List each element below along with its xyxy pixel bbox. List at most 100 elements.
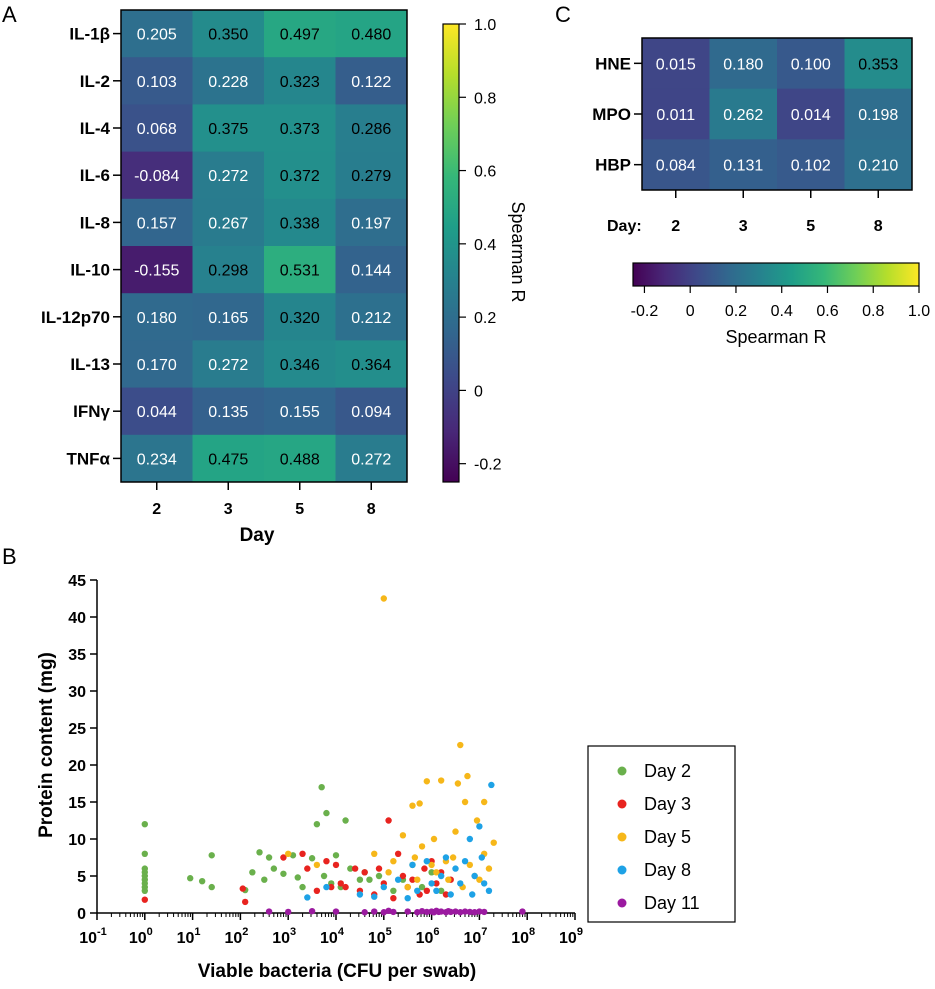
heatmap-c-cell xyxy=(642,139,710,191)
scatter-point-day-11 xyxy=(480,908,488,916)
heatmap-a-cell xyxy=(121,434,193,483)
heatmap-a-cell xyxy=(264,293,336,341)
scatter-point-day-8 xyxy=(423,858,431,865)
heatmap-a-cell-label: 0.272 xyxy=(351,451,391,468)
scatter-point-day-11 xyxy=(447,908,454,916)
scatter-y-tick-label: 15 xyxy=(68,795,86,812)
heatmap-a-cell-label: 0.298 xyxy=(208,263,248,280)
legend-marker-day-2 xyxy=(617,766,627,776)
scatter-point-day-5 xyxy=(423,778,431,785)
heatmap-a-cell-label: 0.197 xyxy=(351,215,391,232)
scatter-legend-box xyxy=(587,745,736,923)
scatter-point-day-5 xyxy=(428,861,435,869)
heatmap-a-cell-label: 0.094 xyxy=(351,404,391,421)
scatter-x-tick-label: 104 xyxy=(320,926,345,947)
heatmap-a-row-label: IL-4 xyxy=(80,119,111,138)
heatmap-a-cell-label: 0.320 xyxy=(280,310,320,327)
scatter-point-day-2 xyxy=(356,876,364,883)
scatter-point-day-5 xyxy=(461,798,469,806)
panel-label-a: A xyxy=(2,2,17,27)
scatter-point-day-2 xyxy=(249,869,256,876)
heatmap-a-cell xyxy=(121,387,193,436)
heatmap-a-cell-label: 0.373 xyxy=(280,121,320,138)
scatter-point-day-3 xyxy=(375,865,383,872)
scatter-point-day-8 xyxy=(304,894,311,901)
colorbar-a xyxy=(442,23,460,483)
scatter-point-day-5 xyxy=(452,828,459,835)
scatter-point-day-5 xyxy=(285,850,292,857)
scatter-x-tick-label: 107 xyxy=(463,926,487,947)
heatmap-a-cell-label: 0.155 xyxy=(280,404,320,421)
heatmap-a-cell-label: 0.488 xyxy=(280,451,320,468)
heatmap-a-row-label: IL-6 xyxy=(80,166,110,185)
heatmap-a-col-label: 8 xyxy=(367,501,376,518)
heatmap-c-cell xyxy=(709,139,778,191)
heatmap-a-cell xyxy=(192,340,265,389)
heatmap-a-cell-label: 0.338 xyxy=(280,215,320,232)
heatmap-a-cell xyxy=(335,10,408,58)
scatter-point-day-3 xyxy=(299,850,306,857)
heatmap-c-col-label: 3 xyxy=(739,218,748,235)
heatmap-c-row-label: MPO xyxy=(592,105,631,124)
scatter-point-day-3 xyxy=(394,850,402,857)
heatmap-a-frame xyxy=(120,9,408,483)
scatter-point-day-2 xyxy=(294,874,301,881)
scatter-point-day-3 xyxy=(361,869,368,876)
colorbar-a-tick-label: 0.6 xyxy=(474,164,496,181)
heatmap-a-cell-label: 0.350 xyxy=(208,27,248,44)
scatter-y-tick-label: 30 xyxy=(68,684,86,701)
scatter-point-day-5 xyxy=(313,861,321,869)
legend-label: Day 2 xyxy=(644,761,691,781)
heatmap-a-cell-label: 0.475 xyxy=(208,451,248,468)
scatter-point-day-2 xyxy=(256,849,263,856)
scatter-point-day-3 xyxy=(280,854,287,861)
heatmap-a-cell xyxy=(264,387,336,436)
heatmap-a-cell-label: 0.267 xyxy=(208,215,248,232)
scatter-legend: Day 2 Day 3 Day 5 Day 8 Day 11 xyxy=(587,745,736,923)
heatmap-a-cell xyxy=(121,104,193,153)
heatmap-c-cell-label: 0.011 xyxy=(656,107,695,124)
heatmap-c-cell xyxy=(709,38,778,90)
scatter-point-day-2 xyxy=(332,852,340,859)
scatter-point-day-5 xyxy=(490,839,497,846)
heatmap-a-cell-label: 0.135 xyxy=(208,404,248,421)
scatter-y-tick-label: 40 xyxy=(68,610,86,627)
scatter-point-day-2 xyxy=(141,887,148,894)
heatmap-c-cell-label: 0.084 xyxy=(656,158,696,175)
colorbar-c-tick-label: 0.4 xyxy=(771,303,793,320)
scatter-point-day-5 xyxy=(416,800,423,807)
scatter-point-day-11 xyxy=(332,908,340,915)
heatmap-a-cell-label: 0.286 xyxy=(351,121,391,138)
scatter-point-day-3 xyxy=(323,858,330,865)
heatmap-a-row-label: IL-10 xyxy=(70,261,110,280)
scatter-point-day-11 xyxy=(385,907,392,914)
heatmap-panel-c: 0.015 0.180 0.100 0.353 0.011 0.262 0.014 0.198… xyxy=(592,37,930,347)
scatter-point-day-2 xyxy=(261,876,268,883)
scatter-point-day-5 xyxy=(457,741,464,749)
heatmap-a-cell xyxy=(264,434,336,483)
scatter-point-day-5 xyxy=(454,780,462,787)
scatter-point-day-8 xyxy=(371,893,378,900)
heatmap-c-cell-label: 0.180 xyxy=(723,56,763,73)
scatter-point-day-8 xyxy=(485,887,493,894)
scatter-y-tick-label: 45 xyxy=(68,573,86,590)
scatter-point-day-2 xyxy=(366,876,373,883)
heatmap-a-cell xyxy=(192,198,265,247)
legend-marker-day-5 xyxy=(617,832,627,842)
heatmap-a-cell-label: 0.180 xyxy=(137,310,177,327)
colorbar-a-tick-label: 0.8 xyxy=(474,90,496,107)
heatmap-a-cell-label: 0.144 xyxy=(351,263,391,280)
heatmap-c-cell-label: 0.353 xyxy=(858,56,898,73)
legend-label: Day 3 xyxy=(644,794,691,814)
heatmap-a-cell-label: 0.122 xyxy=(351,74,391,91)
legend-label: Day 11 xyxy=(644,893,700,913)
scatter-point-day-2 xyxy=(265,854,273,861)
heatmap-c-cell-label: 0.210 xyxy=(858,158,898,175)
legend-label: Day 5 xyxy=(644,827,691,847)
heatmap-a-col-label: 5 xyxy=(295,501,304,518)
heatmap-a-cell xyxy=(335,151,408,200)
scatter-point-day-8 xyxy=(356,891,364,898)
scatter-point-day-8 xyxy=(452,865,459,872)
scatter-point-day-11 xyxy=(466,908,474,916)
